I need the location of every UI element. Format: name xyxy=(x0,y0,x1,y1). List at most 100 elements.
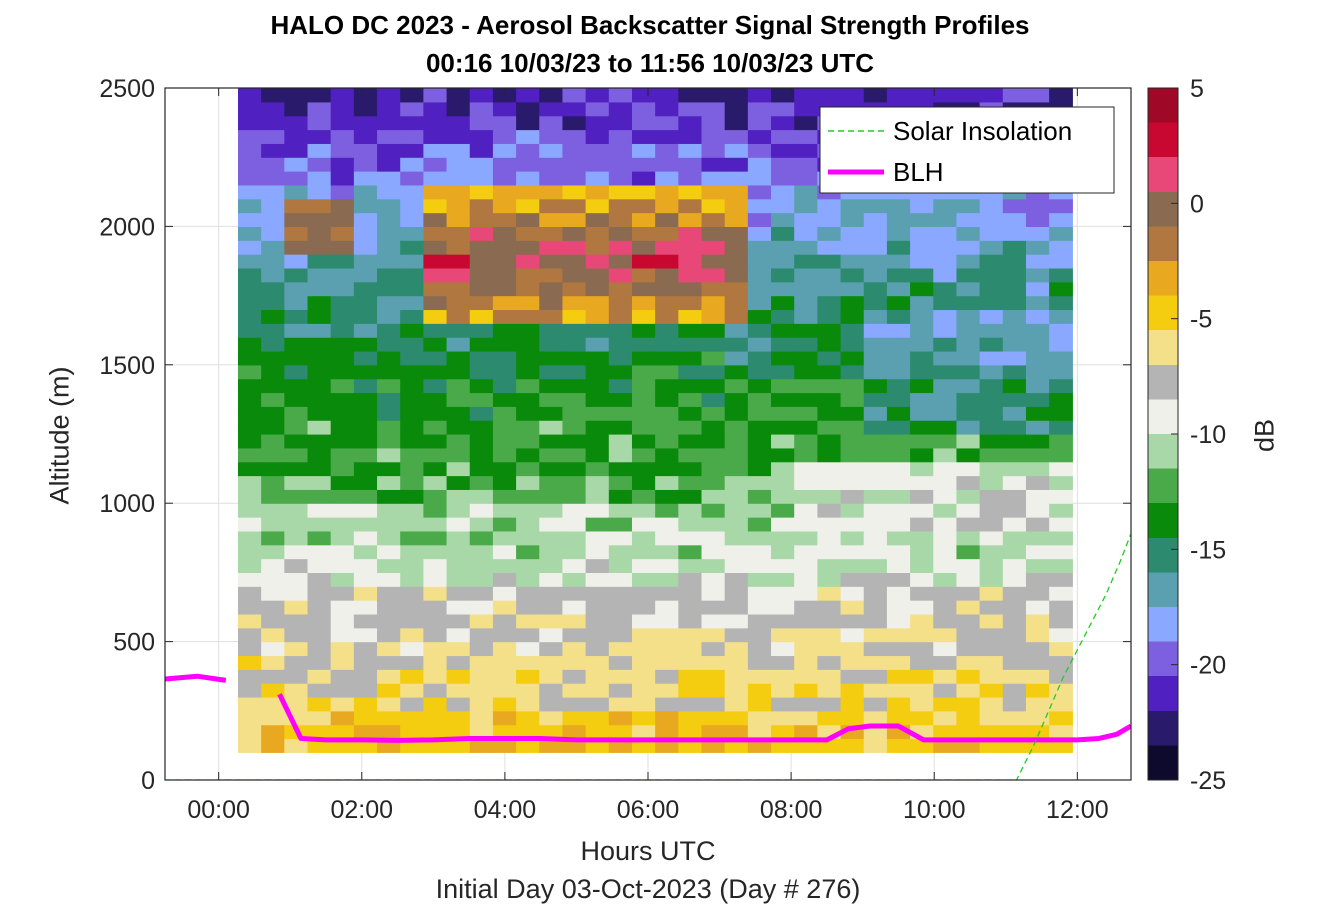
heatmap-cell xyxy=(678,88,703,103)
heatmap-cell xyxy=(1049,281,1073,297)
heatmap-cell xyxy=(863,364,888,380)
heatmap-cell xyxy=(956,710,981,726)
heatmap-cell xyxy=(724,447,749,463)
heatmap-cell xyxy=(330,392,355,407)
heatmap-cell xyxy=(817,337,842,352)
heatmap-cell xyxy=(863,461,888,477)
heatmap-cell xyxy=(886,683,911,698)
heatmap-cell xyxy=(794,157,818,172)
heatmap-cell xyxy=(1002,309,1027,324)
heatmap-cell xyxy=(330,627,355,643)
heatmap-cell xyxy=(261,641,285,657)
heatmap-cell xyxy=(910,392,934,407)
heatmap-cell xyxy=(261,226,285,241)
heatmap-cell xyxy=(423,378,448,394)
heatmap-cell xyxy=(446,696,471,712)
heatmap-cell xyxy=(840,309,865,324)
heatmap-cell xyxy=(979,724,1004,740)
heatmap-cell xyxy=(631,101,656,117)
heatmap-cell xyxy=(562,198,587,214)
heatmap-cell xyxy=(400,309,424,324)
heatmap-cell xyxy=(956,475,981,490)
heatmap-cell xyxy=(608,447,633,463)
heatmap-cell xyxy=(1049,641,1073,657)
heatmap-cell xyxy=(608,572,633,587)
heatmap-cell xyxy=(817,309,842,324)
heatmap-cell xyxy=(492,627,517,643)
heatmap-cell xyxy=(933,295,958,311)
heatmap-cell xyxy=(817,378,842,394)
heatmap-cell xyxy=(423,696,448,712)
heatmap-cell xyxy=(585,337,610,352)
heatmap-cell xyxy=(330,613,355,629)
heatmap-cell xyxy=(516,143,540,158)
heatmap-cell xyxy=(400,350,424,366)
heatmap-cell xyxy=(353,558,378,573)
heatmap-cell xyxy=(353,101,378,117)
heatmap-cell xyxy=(840,475,865,490)
heatmap-cell xyxy=(1025,295,1050,311)
colorbar-label: dB xyxy=(1249,418,1280,453)
heatmap-cell xyxy=(794,600,818,615)
heatmap-cell xyxy=(701,503,726,518)
heatmap-cell xyxy=(956,295,981,311)
y-tick-label: 500 xyxy=(113,629,155,657)
heatmap-cell xyxy=(330,378,355,394)
heatmap-cell xyxy=(1049,503,1073,518)
heatmap-cell xyxy=(747,696,772,712)
heatmap-cell xyxy=(423,281,448,297)
heatmap-cell xyxy=(655,420,679,435)
heatmap-cell xyxy=(1025,683,1050,698)
heatmap-cell xyxy=(678,669,703,684)
heatmap-cell xyxy=(377,171,401,186)
heatmap-cell xyxy=(631,655,656,670)
heatmap-cell xyxy=(562,157,587,172)
heatmap-cell xyxy=(562,503,587,518)
heatmap-cell xyxy=(1049,323,1073,338)
heatmap-cell xyxy=(469,115,494,131)
heatmap-cell xyxy=(330,406,355,421)
heatmap-cell xyxy=(400,530,424,546)
heatmap-cell xyxy=(492,738,517,753)
heatmap-cell xyxy=(817,295,842,311)
heatmap-cell xyxy=(608,655,633,670)
heatmap-cell xyxy=(284,309,309,324)
heatmap-cell xyxy=(469,226,494,241)
heatmap-cell xyxy=(1049,267,1073,283)
heatmap-cell xyxy=(353,254,378,269)
heatmap-cell xyxy=(701,530,726,546)
heatmap-cell xyxy=(284,115,309,131)
heatmap-cell xyxy=(1002,586,1027,601)
heatmap-cell xyxy=(539,475,564,490)
heatmap-cell xyxy=(307,323,332,338)
heatmap-cell xyxy=(817,198,842,214)
heatmap-cell xyxy=(330,710,355,726)
heatmap-cell xyxy=(933,489,958,504)
heatmap-cell xyxy=(469,447,494,463)
heatmap-cell xyxy=(492,434,517,449)
heatmap-cell xyxy=(492,544,517,560)
heatmap-cell xyxy=(724,696,749,712)
heatmap-cell xyxy=(377,530,401,546)
heatmap-cell xyxy=(330,350,355,366)
heatmap-cell xyxy=(377,461,401,477)
heatmap-cell xyxy=(261,115,285,131)
heatmap-cell xyxy=(353,392,378,407)
heatmap-cell xyxy=(771,350,795,366)
heatmap-cell xyxy=(307,655,332,670)
heatmap-cell xyxy=(423,530,448,546)
heatmap-cell xyxy=(747,240,772,255)
heatmap-cell xyxy=(863,295,888,311)
heatmap-cell xyxy=(261,503,285,518)
heatmap-cell xyxy=(446,724,471,740)
heatmap-cell xyxy=(933,447,958,463)
heatmap-cell xyxy=(284,337,309,352)
heatmap-cell xyxy=(794,88,818,103)
heatmap-cell xyxy=(585,600,610,615)
heatmap-cell xyxy=(261,738,285,753)
heatmap-cell xyxy=(377,281,401,297)
heatmap-cell xyxy=(747,101,772,117)
heatmap-cell xyxy=(585,696,610,712)
heatmap-cell xyxy=(631,212,656,227)
heatmap-cell xyxy=(886,600,911,615)
